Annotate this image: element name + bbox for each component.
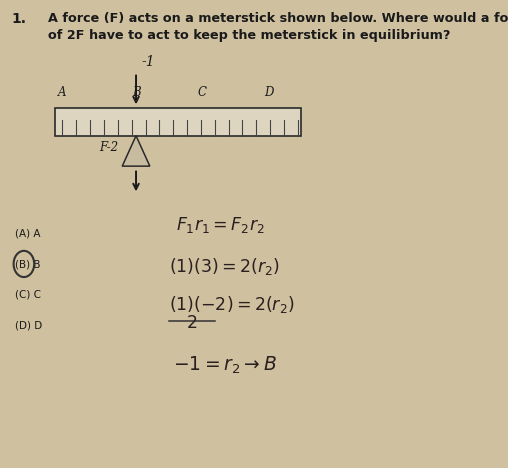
Text: $2$: $2$ xyxy=(185,314,197,332)
Text: B: B xyxy=(132,86,140,99)
Text: $-1=r_2 \rightarrow B$: $-1=r_2 \rightarrow B$ xyxy=(173,354,277,376)
Text: 1.: 1. xyxy=(11,12,26,26)
Polygon shape xyxy=(122,136,150,166)
Text: (D) D: (D) D xyxy=(15,320,42,330)
Text: -1: -1 xyxy=(142,55,155,69)
Text: (B) B: (B) B xyxy=(15,259,40,270)
Text: C: C xyxy=(198,86,207,99)
Text: $(1)(-2) = 2(r_2)$: $(1)(-2) = 2(r_2)$ xyxy=(169,294,295,314)
Text: D: D xyxy=(264,86,273,99)
Text: (C) C: (C) C xyxy=(15,290,41,300)
Bar xyxy=(55,108,301,136)
Text: A: A xyxy=(58,86,67,99)
Text: F-2: F-2 xyxy=(100,141,118,154)
Text: A force (F) acts on a meterstick shown below. Where would a force
of 2F have to : A force (F) acts on a meterstick shown b… xyxy=(48,12,508,42)
Text: (A) A: (A) A xyxy=(15,229,40,239)
Text: $F_1r_1 = F_2r_2$: $F_1r_1 = F_2r_2$ xyxy=(176,215,265,234)
Text: $(1)(3) = 2(r_2)$: $(1)(3) = 2(r_2)$ xyxy=(169,256,280,277)
